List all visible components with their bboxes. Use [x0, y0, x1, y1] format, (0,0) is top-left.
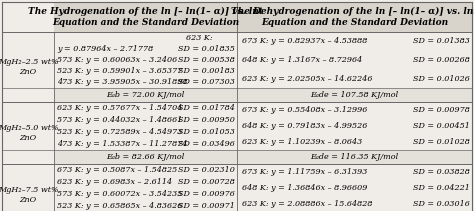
Text: SD = 0.03828: SD = 0.03828	[413, 168, 470, 176]
Text: 623 K: y = 1.10239x – 8.0643: 623 K: y = 1.10239x – 8.0643	[242, 138, 362, 146]
Text: SD = 0.01383: SD = 0.01383	[413, 37, 470, 45]
Text: SD = 0.01028: SD = 0.01028	[413, 138, 470, 146]
Text: SD = 0.01835: SD = 0.01835	[178, 45, 235, 53]
Text: SD = 0.00976: SD = 0.00976	[178, 190, 235, 198]
Text: SD = 0.03496: SD = 0.03496	[178, 140, 235, 148]
Text: SD = 0.00950: SD = 0.00950	[178, 116, 235, 124]
Text: The Dehydrogenation of the ln [– ln(1– α)] vs. lnt
Equation and the Standard Dev: The Dehydrogenation of the ln [– ln(1– α…	[231, 7, 474, 27]
Text: SD = 0.02310: SD = 0.02310	[178, 166, 235, 174]
Bar	[237, 2, 472, 32]
Text: SD = 0.00971: SD = 0.00971	[178, 202, 235, 210]
Bar	[2, 102, 472, 164]
Bar	[2, 32, 472, 102]
Text: y = 0.87964x – 2.71778: y = 0.87964x – 2.71778	[57, 45, 153, 53]
Text: 648 K: y = 1.3167x – 8.72964: 648 K: y = 1.3167x – 8.72964	[242, 56, 362, 64]
Text: SD = 0.00451: SD = 0.00451	[413, 122, 470, 130]
Text: SD = 0.01784: SD = 0.01784	[178, 104, 235, 112]
Text: SD = 0.04221: SD = 0.04221	[413, 184, 470, 192]
Text: 673 K: y = 0.5087x – 1.54825: 673 K: y = 0.5087x – 1.54825	[57, 166, 177, 174]
Text: MgH₂–2.5 wt%
ZnO: MgH₂–2.5 wt% ZnO	[0, 58, 58, 76]
Text: 623 K: y = 2.02505x – 14.62246: 623 K: y = 2.02505x – 14.62246	[242, 75, 373, 83]
Text: 673 K: y = 1.11759x – 6.31393: 673 K: y = 1.11759x – 6.31393	[242, 168, 367, 176]
Text: 473 K: y = 3.95905x – 30.91898: 473 K: y = 3.95905x – 30.91898	[57, 78, 188, 86]
Text: SD = 0.00978: SD = 0.00978	[413, 106, 470, 114]
Text: 623 K: y = 0.57677x – 1.54704: 623 K: y = 0.57677x – 1.54704	[57, 104, 182, 112]
Text: MgH₂–5.0 wt%
ZnO: MgH₂–5.0 wt% ZnO	[0, 124, 58, 142]
Bar	[54, 88, 237, 102]
Text: SD = 0.07303: SD = 0.07303	[178, 78, 235, 86]
Text: 573 K: y = 0.44032x – 1.48661: 573 K: y = 0.44032x – 1.48661	[57, 116, 182, 124]
Text: Eₐb = 82.66 KJ/mol: Eₐb = 82.66 KJ/mol	[106, 153, 185, 161]
Text: SD = 0.00268: SD = 0.00268	[413, 56, 470, 64]
Bar	[54, 2, 237, 32]
Text: 523 K: y = 0.65865x – 4.83626: 523 K: y = 0.65865x – 4.83626	[57, 202, 182, 210]
Text: 648 K: y = 1.36846x – 8.96609: 648 K: y = 1.36846x – 8.96609	[242, 184, 367, 192]
Bar	[237, 150, 472, 164]
Text: SD = 0.03016: SD = 0.03016	[413, 200, 470, 208]
Text: 573 K: y = 0.60072x – 3.54235: 573 K: y = 0.60072x – 3.54235	[57, 190, 182, 198]
Text: Eₐde = 107.58 KJ/mol: Eₐde = 107.58 KJ/mol	[310, 91, 399, 99]
Text: 673 K: y = 0.55408x – 3.12996: 673 K: y = 0.55408x – 3.12996	[242, 106, 367, 114]
Text: SD = 0.01053: SD = 0.01053	[178, 128, 235, 136]
Text: 623 K:: 623 K:	[186, 34, 213, 42]
Bar	[54, 150, 237, 164]
Text: 623 K: y = 2.08886x – 15.64828: 623 K: y = 2.08886x – 15.64828	[242, 200, 373, 208]
Bar	[237, 88, 472, 102]
Text: Eₐde = 116.35 KJ/mol: Eₐde = 116.35 KJ/mol	[310, 153, 399, 161]
Text: 648 K: y = 0.79183x – 4.99526: 648 K: y = 0.79183x – 4.99526	[242, 122, 367, 130]
Text: 523 K: y = 0.59901x – 3.65377: 523 K: y = 0.59901x – 3.65377	[57, 67, 182, 75]
Text: SD = 0.00183: SD = 0.00183	[178, 67, 235, 75]
Text: SD = 0.01026: SD = 0.01026	[413, 75, 470, 83]
Text: MgH₂–7.5 wt%
ZnO: MgH₂–7.5 wt% ZnO	[0, 186, 58, 204]
Text: SD = 0.00728: SD = 0.00728	[178, 178, 235, 186]
Text: 623 K: y = 0.6983x – 2.6114: 623 K: y = 0.6983x – 2.6114	[57, 178, 172, 186]
Text: Eₐb = 72.00 KJ/mol: Eₐb = 72.00 KJ/mol	[106, 91, 185, 99]
Text: 473 K: y = 1.53387x – 11.27874: 473 K: y = 1.53387x – 11.27874	[57, 140, 188, 148]
Text: The Hydrogenation of the ln [– ln(1– α)] vs. lnt
Equation and the Standard Devia: The Hydrogenation of the ln [– ln(1– α)]…	[28, 7, 263, 27]
Bar	[2, 164, 472, 211]
Text: 573 K: y = 0.60063x – 3.2406: 573 K: y = 0.60063x – 3.2406	[57, 56, 177, 64]
Text: SD = 0.00538: SD = 0.00538	[178, 56, 235, 64]
Text: 673 K: y = 0.82937x – 4.53888: 673 K: y = 0.82937x – 4.53888	[242, 37, 367, 45]
Text: 523 K: y = 0.72589x – 4.54973: 523 K: y = 0.72589x – 4.54973	[57, 128, 182, 136]
Bar	[2, 2, 472, 32]
